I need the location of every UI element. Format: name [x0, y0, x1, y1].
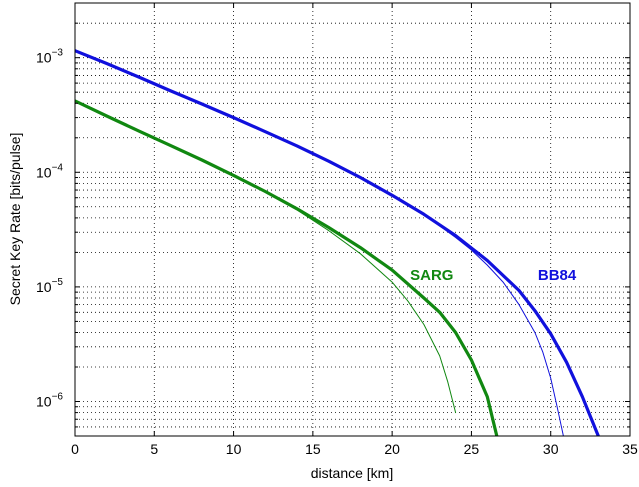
x-tick-label: 5: [150, 441, 158, 457]
y-tick-label: 10−5: [36, 277, 63, 295]
y-tick-label: 10−6: [36, 392, 63, 410]
series-line-sarg-thin: [75, 100, 457, 414]
y-tick-exponent: −5: [52, 277, 64, 288]
y-tick-exponent: −6: [52, 392, 64, 403]
plot-background: [75, 3, 630, 436]
x-tick-label: 30: [543, 441, 559, 457]
series-label-bb84: BB84: [538, 267, 577, 284]
annotations: SARG BB84: [410, 267, 577, 284]
y-tick-base: 10: [36, 164, 52, 180]
x-tick-label: 0: [71, 441, 79, 457]
y-tick-base: 10: [36, 50, 52, 66]
x-tick-label: 20: [384, 441, 400, 457]
x-tick-label: 10: [226, 441, 242, 457]
series-line-bb84-thin: [75, 50, 564, 436]
y-tick-label: 10−3: [36, 48, 63, 66]
y-tick-exponent: −3: [52, 48, 64, 59]
plot-frame: [74, 2, 631, 437]
grid-lines: [75, 3, 630, 436]
y-tick-base: 10: [36, 394, 52, 410]
y-tick-label: 10−4: [36, 162, 63, 180]
y-tick-exponent: −4: [52, 162, 64, 173]
x-tick-label: 15: [305, 441, 321, 457]
series-label-sarg: SARG: [410, 267, 453, 284]
series-lines: [75, 49, 600, 436]
x-tick-label: 35: [622, 441, 638, 457]
x-axis-label: distance [km]: [311, 465, 393, 481]
x-tick-label: 25: [464, 441, 480, 457]
y-tick-base: 10: [36, 279, 52, 295]
y-axis-label: Secret Key Rate [bits/pulse]: [7, 133, 23, 306]
